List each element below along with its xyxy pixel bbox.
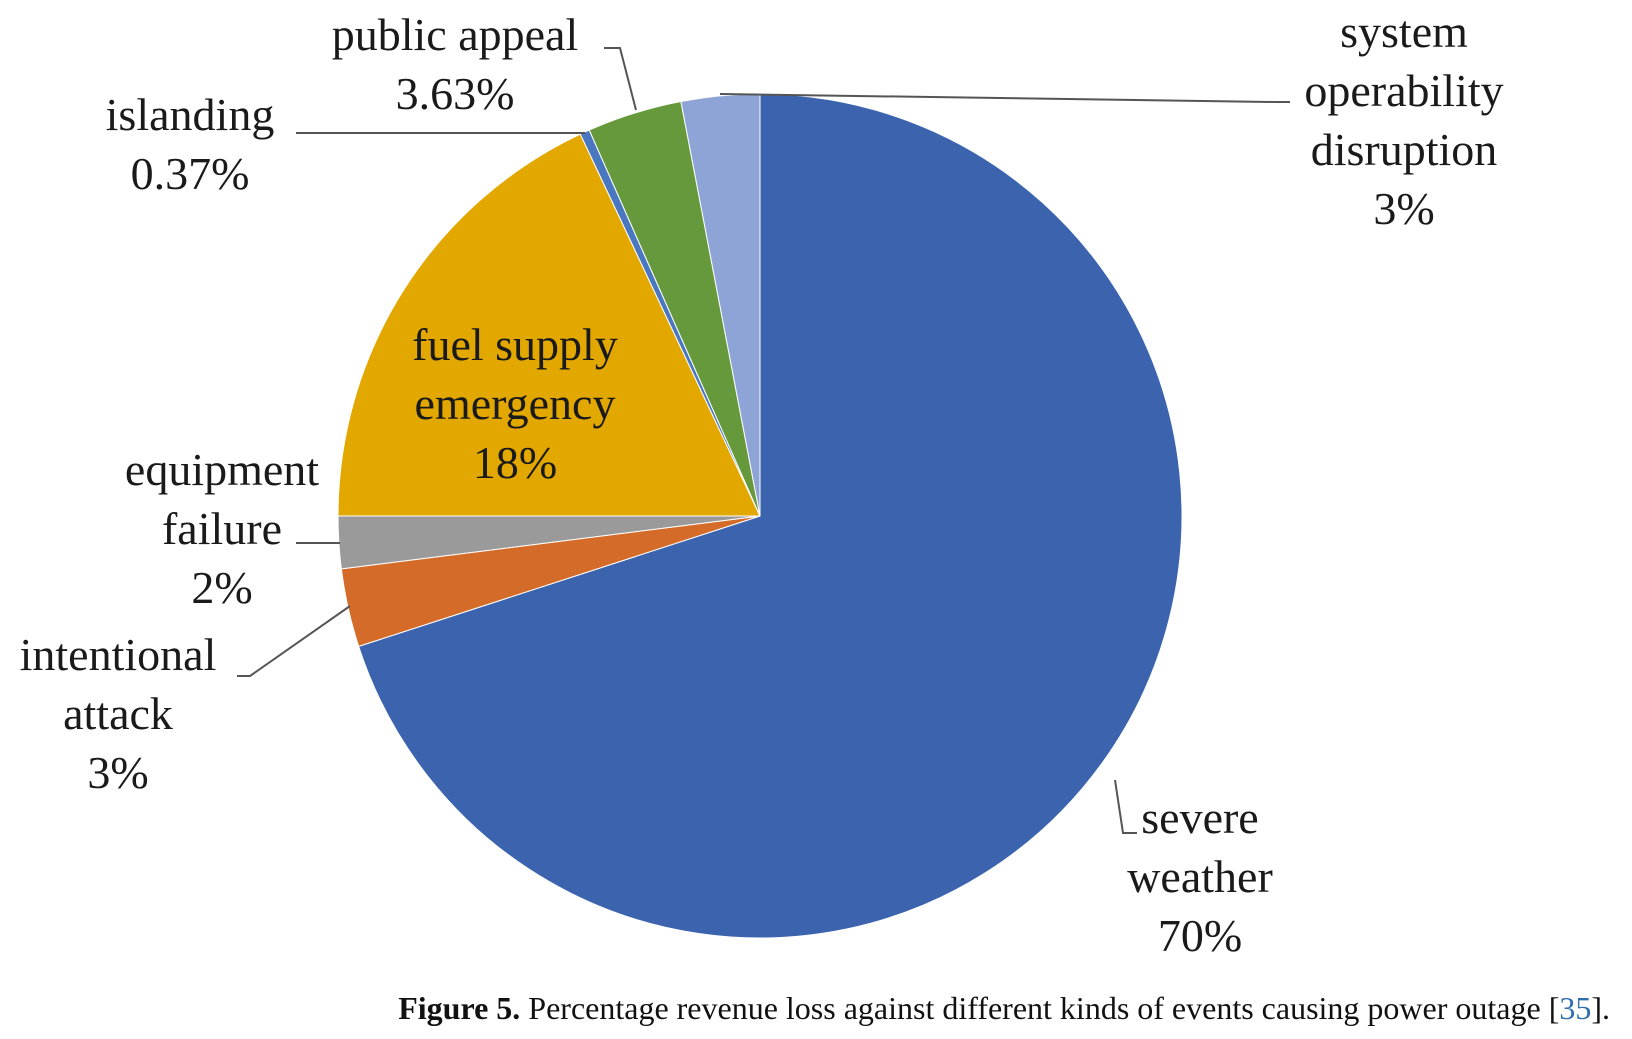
data-label-name: intentional: [20, 629, 217, 680]
leader-line-intentional-attack: [237, 605, 351, 677]
caption-end: ].: [1591, 990, 1610, 1026]
data-label-percent: 2%: [191, 562, 252, 613]
pie-slices: [337, 93, 1183, 939]
pie-slice-fuel-supply-emergency: [337, 133, 761, 517]
data-label-name: public appeal: [332, 9, 579, 60]
data-label-name: failure: [162, 503, 282, 554]
data-label-percent: 18%: [473, 437, 557, 488]
data-label-name: severe: [1141, 792, 1258, 843]
data-label-name: equipment: [125, 444, 319, 495]
caption-text: Percentage revenue loss against differen…: [520, 990, 1560, 1026]
data-label-name: islanding: [106, 89, 275, 140]
data-label-fuel-supply-emergency: fuel supply emergency 18%: [412, 319, 618, 488]
data-label-severe-weather: severe weather 70%: [1127, 792, 1273, 961]
figure-label: Figure 5.: [398, 990, 521, 1026]
data-label-name: fuel supply: [412, 319, 618, 370]
reference-link[interactable]: 35: [1559, 990, 1592, 1026]
leader-line-public-appeal: [604, 47, 637, 111]
slice-labels: severe weather 70% intentional attack 3% equip…: [20, 6, 1504, 961]
data-label-intentional-attack: intentional attack 3%: [20, 629, 217, 798]
data-label-name: attack: [63, 688, 173, 739]
data-label-system-operability-disruption: system operability disruption 3%: [1304, 6, 1503, 234]
figure-caption: Figure 5. Percentage revenue loss agains…: [398, 990, 1610, 1027]
leader-line-severe-weather: [1114, 779, 1137, 834]
data-label-percent: 0.37%: [131, 148, 250, 199]
data-label-name: operability: [1304, 65, 1503, 116]
data-label-percent: 70%: [1158, 910, 1242, 961]
data-label-equipment-failure: equipment failure 2%: [125, 444, 319, 613]
leader-line-system-operability-disruption: [719, 93, 1290, 103]
data-label-name: system: [1340, 6, 1468, 57]
data-label-percent: 3%: [1373, 183, 1434, 234]
data-label-name: disruption: [1311, 124, 1498, 175]
leader-lines: [237, 47, 1290, 834]
data-label-name: weather: [1127, 851, 1273, 902]
pie-slice-severe-weather: [358, 93, 1183, 939]
pie-chart: severe weather 70% intentional attack 3% equip…: [20, 6, 1504, 961]
data-label-percent: 3%: [87, 747, 148, 798]
data-label-public-appeal: public appeal 3.63%: [332, 9, 579, 119]
data-label-percent: 3.63%: [396, 68, 515, 119]
data-label-islanding: islanding 0.37%: [106, 89, 275, 199]
data-label-name: emergency: [415, 378, 616, 429]
